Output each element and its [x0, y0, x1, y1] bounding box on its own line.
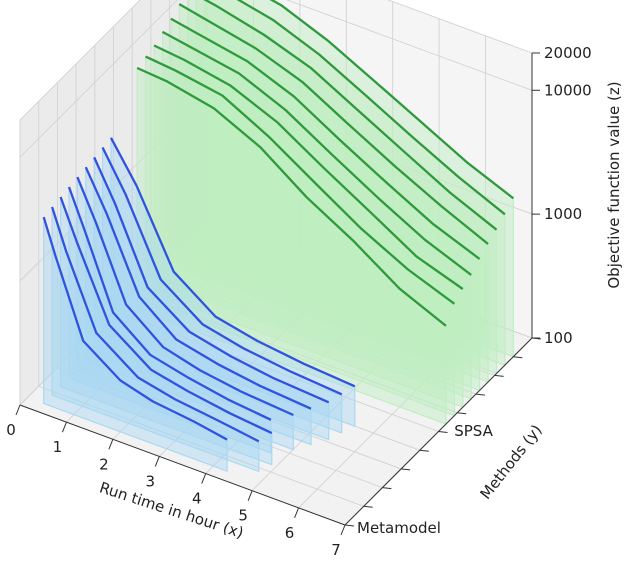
- metamodel-run-line: [76, 176, 294, 417]
- spsa-run-line: [153, 44, 464, 290]
- spsa-run-line: [170, 17, 481, 260]
- y-tick-mark: [494, 374, 504, 377]
- x-tick-mark: [201, 473, 207, 484]
- x-tick-mark: [15, 404, 21, 416]
- x-tick-label: 7: [331, 541, 341, 559]
- spsa-run-line: [269, 0, 515, 200]
- y-tick-mark: [513, 356, 523, 359]
- x-tick-mark: [108, 439, 114, 450]
- y-tick-mark: [401, 468, 411, 471]
- y-tick-mark: [438, 431, 448, 433]
- y-tick-mark: [382, 487, 392, 490]
- metamodel-run-line: [51, 206, 260, 443]
- series-layer: [42, 0, 515, 473]
- spsa-run-line: [203, 0, 498, 231]
- x-tick-label: 1: [53, 438, 63, 456]
- metamodel-run-line: [109, 137, 356, 388]
- y-tick-mark: [419, 449, 429, 452]
- metamodel-run-line: [67, 186, 272, 421]
- grid-line-z: [19, 0, 533, 158]
- y-tick-label: SPSA: [454, 422, 493, 440]
- z-axis-label: Objective function value (z): [605, 81, 623, 288]
- x-tick-mark: [340, 524, 346, 536]
- spsa-run-line: [236, 0, 506, 216]
- x-axis-label: Run time in hour (x): [97, 478, 246, 542]
- x-tick-label: 2: [99, 455, 109, 473]
- y-tick-mark: [457, 412, 467, 415]
- x-tick-mark: [247, 490, 253, 501]
- z-tick-label: 20000: [544, 44, 592, 62]
- spsa-run-line: [136, 66, 447, 327]
- x-tick-label: 0: [6, 421, 16, 439]
- y-tick-label: Metamodel: [357, 519, 441, 537]
- metamodel-run-line: [101, 146, 343, 396]
- grid-line-z: [19, 93, 533, 282]
- metamodel-run-line: [42, 216, 228, 441]
- x-tick-label: 3: [146, 472, 156, 490]
- y-tick-mark: [475, 393, 485, 396]
- y-tick-mark: [344, 524, 355, 527]
- spsa-run-line: [161, 30, 472, 276]
- grid-line-z: [19, 217, 533, 406]
- metamodel-run-line: [59, 196, 273, 435]
- x-tick-mark: [61, 421, 67, 433]
- x-tick-label: 4: [192, 490, 202, 508]
- z-tick-label: 10000: [544, 81, 592, 99]
- spsa-run-line: [178, 3, 489, 245]
- spsa-run-line: [145, 55, 456, 305]
- x-tick-mark: [154, 456, 160, 467]
- metamodel-run-line: [93, 156, 330, 404]
- y-tick-mark: [363, 505, 373, 508]
- metamodel-run-line: [84, 166, 312, 410]
- x-tick-mark: [294, 507, 300, 519]
- x-axis-line: [19, 404, 346, 526]
- axis-layer: 0 1 2 3 4 5 6 7 Metamodel SPSA 100 1000 10000 20000: [6, 44, 591, 559]
- z-tick-label: 1000: [544, 205, 582, 223]
- grid-line-z: [19, 0, 533, 121]
- x-tick-label: 6: [285, 524, 295, 542]
- back-pane: [207, 0, 532, 338]
- x-tick-label: 5: [238, 507, 248, 525]
- z-tick-label: 100: [544, 329, 573, 347]
